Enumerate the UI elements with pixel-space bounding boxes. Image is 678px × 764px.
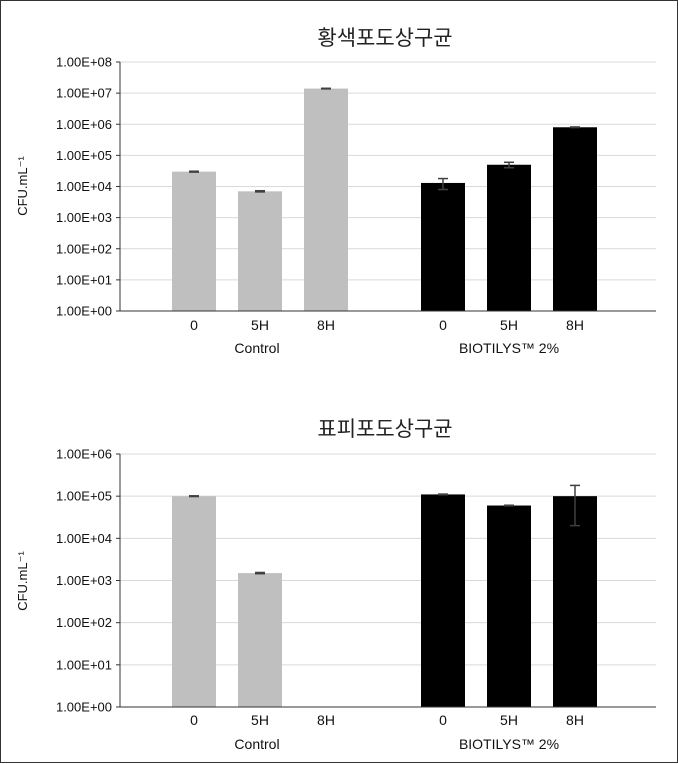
y-tick-label: 1.00E+03 — [56, 210, 112, 225]
y-tick-label: 1.00E+00 — [56, 700, 112, 715]
chart-title: 황색포도상구균 — [317, 26, 452, 50]
category-label: 5H — [500, 317, 518, 333]
bar — [238, 573, 282, 707]
chart-1: 황색포도상구균 1.00E+00 1.00E+01 1.00E+02 1.00E+03 1… — [15, 26, 656, 356]
y-axis-label: CFU.mL⁻¹ — [15, 551, 30, 611]
bar — [172, 496, 216, 707]
category-label: 8H — [566, 712, 584, 728]
y-tick-label: 1.00E+06 — [56, 447, 112, 462]
category-label: 0 — [439, 317, 447, 333]
y-tick-label: 1.00E+08 — [56, 55, 112, 70]
y-tick-label: 1.00E+02 — [56, 615, 112, 630]
category-label: 0 — [439, 712, 447, 728]
group-label: Control — [234, 736, 279, 752]
category-label: 0 — [190, 317, 198, 333]
category-label: 5H — [251, 317, 269, 333]
y-tick-label: 1.00E+07 — [56, 86, 112, 101]
category-label: 8H — [566, 317, 584, 333]
y-tick-label: 1.00E+05 — [56, 489, 112, 504]
y-tick-label: 1.00E+03 — [56, 573, 112, 588]
group-label: Control — [234, 340, 279, 356]
bar — [421, 182, 465, 311]
y-tick-label: 1.00E+01 — [56, 272, 112, 287]
category-label: 8H — [317, 317, 335, 333]
y-tick-label: 1.00E+02 — [56, 241, 112, 256]
bar — [238, 191, 282, 311]
y-tick-label: 1.00E+04 — [56, 179, 112, 194]
y-axis-label: CFU.mL⁻¹ — [15, 156, 30, 216]
group-label: BIOTILYS™ 2% — [459, 736, 559, 752]
bar — [553, 127, 597, 311]
chart-2: 표피포도상구균 1.00E+00 1.00E+01 1.00E+02 1.00E+03 1… — [15, 417, 656, 752]
category-label: 5H — [251, 712, 269, 728]
y-tick-label: 1.00E+06 — [56, 117, 112, 132]
bar — [553, 496, 597, 707]
y-tick-label: 1.00E+04 — [56, 531, 112, 546]
category-label: 5H — [500, 712, 518, 728]
bar — [487, 505, 531, 707]
bar — [421, 494, 465, 707]
bar — [487, 164, 531, 311]
category-label: 0 — [190, 712, 198, 728]
bar — [304, 88, 348, 311]
group-label: BIOTILYS™ 2% — [459, 340, 559, 356]
y-tick-label: 1.00E+01 — [56, 657, 112, 672]
y-tick-label: 1.00E+05 — [56, 148, 112, 163]
bar — [172, 171, 216, 311]
category-label: 8H — [317, 712, 335, 728]
y-tick-label: 1.00E+00 — [56, 304, 112, 319]
chart-title: 표피포도상구균 — [317, 417, 452, 441]
